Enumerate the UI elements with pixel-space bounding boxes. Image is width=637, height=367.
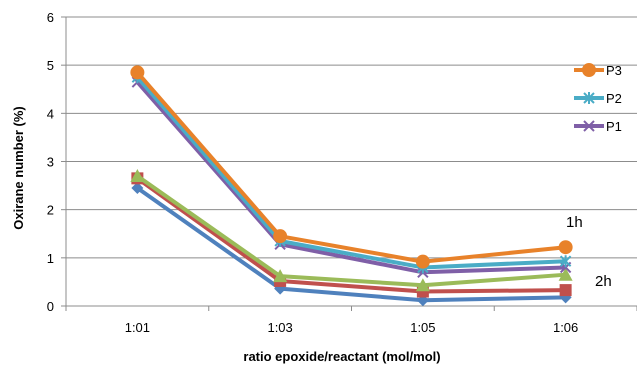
data-point (559, 284, 572, 297)
legend: P3 P2 P1 (574, 63, 622, 134)
legend-item-p1: P1 (574, 119, 622, 134)
series-line (135, 75, 566, 270)
marker-circle (415, 254, 430, 269)
data-point (130, 65, 145, 80)
x-tick-label-1-05: 1:05 (410, 320, 435, 335)
series-p2 (131, 71, 572, 274)
data-point (273, 269, 288, 283)
legend-item-p2: P2 (574, 91, 622, 106)
data-point (558, 267, 573, 281)
data-point (558, 240, 573, 255)
data-point (415, 254, 430, 269)
marker-x (583, 120, 595, 132)
series-line (136, 174, 566, 288)
data-point (273, 229, 288, 244)
x-tick-label-1-03: 1:03 (267, 320, 292, 335)
y-tick-label-6: 6 (47, 10, 54, 25)
series-lines (130, 65, 573, 307)
y-tick-label-2: 2 (47, 203, 54, 218)
legend-marker (583, 92, 595, 104)
series-line (135, 71, 566, 264)
x-tick-label-1-01: 1:01 (125, 320, 150, 335)
marker-asterisk (559, 255, 572, 268)
marker-triangle (273, 269, 288, 283)
legend-marker (583, 120, 595, 132)
x-tick-labels: 1:01 1:03 1:05 1:06 (125, 320, 579, 335)
y-axis-title: Oxirane number (%) (11, 106, 26, 230)
x-tick-label-1-06: 1:06 (553, 320, 578, 335)
series-unnamed-3 (130, 168, 573, 292)
data-point (415, 278, 430, 292)
marker-triangle (130, 168, 145, 182)
y-tick-label-4: 4 (47, 106, 54, 121)
legend-item-p3: P3 (574, 63, 622, 78)
gridlines (66, 16, 637, 259)
series-line (136, 186, 566, 303)
data-point (130, 168, 145, 182)
y-tick-label-5: 5 (47, 58, 54, 73)
legend-label: P3 (606, 63, 622, 78)
x-axis-title: ratio epoxide/reactant (mol/mol) (243, 349, 440, 364)
y-tick-label-1: 1 (47, 251, 54, 266)
series-line (136, 176, 566, 294)
marker-diamond (131, 181, 144, 194)
annotation-1h: 1h (566, 214, 583, 231)
marker-circle (558, 240, 573, 255)
series-line (135, 80, 566, 275)
marker-circle (273, 229, 288, 244)
marker-asterisk (583, 92, 595, 104)
legend-label: P2 (606, 91, 622, 106)
marker-square (559, 284, 572, 297)
series-p3 (130, 65, 573, 269)
y-tick-labels: 0 1 2 3 4 5 6 (47, 10, 54, 314)
data-point (559, 255, 572, 268)
marker-circle (130, 65, 145, 80)
marker-triangle (415, 278, 430, 292)
legend-marker (582, 63, 596, 77)
data-point (131, 181, 144, 194)
marker-triangle (558, 267, 573, 281)
marker-circle (582, 63, 596, 77)
y-tick-label-0: 0 (47, 299, 54, 314)
series-unnamed-5 (131, 181, 572, 307)
legend-label: P1 (606, 119, 622, 134)
axes (61, 16, 637, 311)
annotation-2h: 2h (595, 273, 612, 290)
y-tick-label-3: 3 (47, 155, 54, 170)
